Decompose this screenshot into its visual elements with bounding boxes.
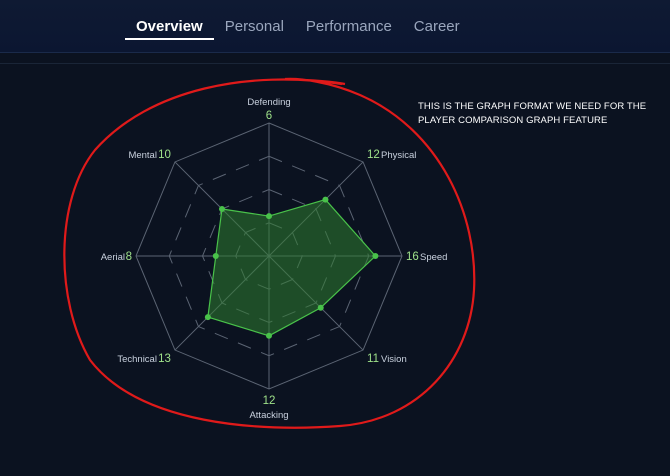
tab-personal[interactable]: Personal xyxy=(224,17,284,35)
axis-label-speed: Speed xyxy=(420,252,447,263)
hand-drawn-red-circle xyxy=(63,77,476,429)
axis-value-mental: 10 xyxy=(158,149,171,161)
radar-inner-ring xyxy=(168,155,370,357)
axis-value-defending: 6 xyxy=(266,110,272,122)
radar-point-aerial xyxy=(212,253,219,259)
tab-career[interactable]: Career xyxy=(413,17,460,35)
axis-label-attacking: Attacking xyxy=(249,410,288,421)
axis-label-technical: Technical xyxy=(117,354,157,365)
axis-value-attacking: 12 xyxy=(263,395,276,407)
radar-point-defending xyxy=(266,213,272,220)
radar-data-polygon xyxy=(207,198,377,337)
radar-point-technical xyxy=(204,314,211,321)
radar-point-physical xyxy=(322,196,329,203)
axis-value-physical: 12 xyxy=(367,149,380,161)
radar-data-shape xyxy=(204,196,379,339)
radar-point-attacking xyxy=(266,332,272,339)
tab-performance[interactable]: Performance xyxy=(305,17,392,35)
axis-label-mental: Mental xyxy=(128,150,157,161)
radar-point-mental xyxy=(218,205,225,212)
axis-value-speed: 16 xyxy=(406,251,419,263)
axis-value-vision: 11 xyxy=(367,353,379,365)
axis-label-aerial: Aerial xyxy=(101,252,125,263)
tab-bar: Overview Personal Performance Career xyxy=(125,0,471,52)
axis-label-defending: Defending xyxy=(247,97,290,108)
radar-point-vision xyxy=(317,304,324,311)
content-divider xyxy=(0,63,670,64)
annotation-note: THIS IS THE GRAPH FORMAT WE NEED FOR THE… xyxy=(418,101,647,126)
axis-value-technical: 13 xyxy=(158,353,171,365)
axis-label-physical: Physical xyxy=(381,150,416,161)
top-nav-bar: Overview Personal Performance Career xyxy=(0,0,670,53)
tab-overview[interactable]: Overview xyxy=(125,0,214,52)
axis-value-aerial: 8 xyxy=(126,251,132,263)
radar-point-speed xyxy=(372,253,379,259)
axis-label-vision: Vision xyxy=(381,354,407,365)
